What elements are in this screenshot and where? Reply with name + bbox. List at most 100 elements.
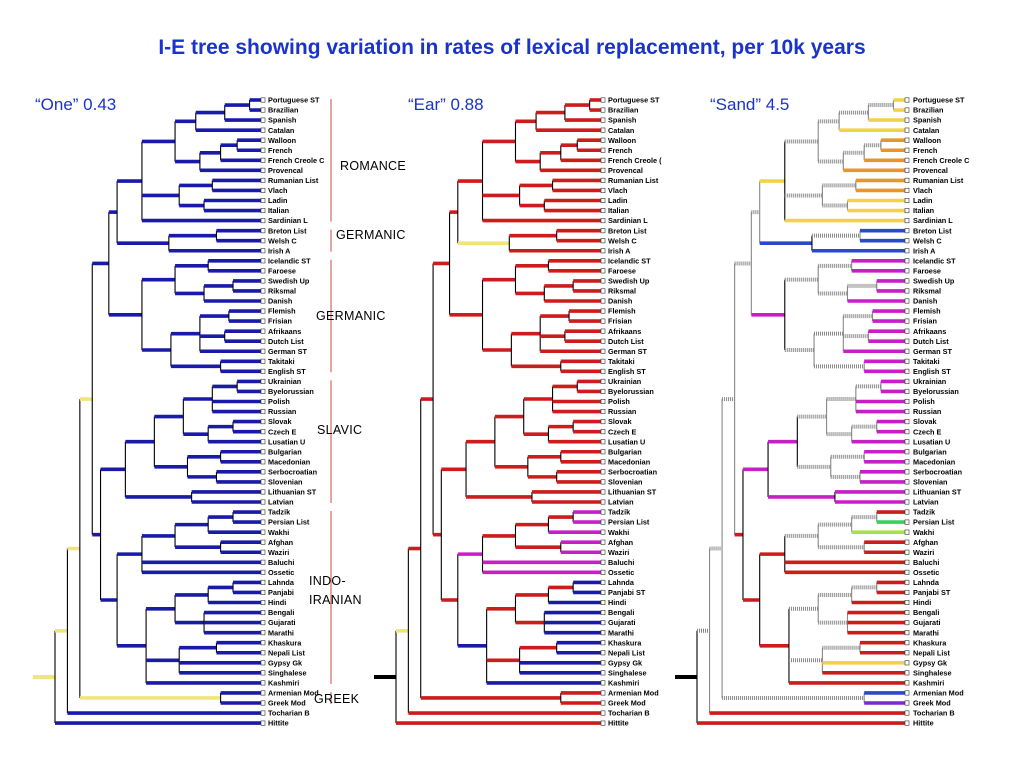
leaf-label: Armenian Mod	[268, 689, 319, 698]
leaf-label: Irish A	[913, 246, 936, 255]
leaf-label: Persian List	[608, 518, 650, 527]
leaf-marker	[600, 429, 606, 435]
leaf-label: Bulgarian	[608, 447, 642, 456]
leaf-label: Byelorussian	[608, 387, 654, 396]
leaf-marker	[904, 549, 910, 555]
leaf-marker	[600, 177, 606, 183]
leaf-label: Brazilian	[268, 106, 298, 115]
leaf-label: Greek Mod	[913, 699, 951, 708]
leaf-marker	[260, 288, 266, 294]
leaf-label: Tocharian B	[608, 709, 650, 718]
leaf-marker	[260, 198, 266, 204]
leaf-marker	[904, 157, 910, 163]
leaf-label: Gypsy Gk	[608, 658, 643, 667]
leaf-label: Serbocroatian	[913, 467, 962, 476]
leaf-label: Bengali	[913, 608, 939, 617]
leaf-label: Tadzik	[913, 508, 936, 517]
group-label-iranian: IRANIAN	[309, 593, 362, 607]
leaf-marker	[600, 529, 606, 535]
leaf-label: Lusatian U	[268, 437, 305, 446]
leaf-label: Ladin	[268, 196, 287, 205]
leaf-marker	[260, 348, 266, 354]
leaf-marker	[600, 167, 606, 173]
leaf-label: Russian	[608, 407, 636, 416]
leaf-marker	[260, 439, 266, 445]
leaf-label: Brazilian	[913, 106, 943, 115]
leaf-marker	[600, 610, 606, 616]
leaf-label: Baluchi	[268, 558, 294, 567]
leaf-marker	[260, 599, 266, 605]
leaf-marker	[600, 509, 606, 515]
leaf-label: Slovenian	[268, 478, 302, 487]
leaf-marker	[260, 660, 266, 666]
leaf-label: Rumanian List	[913, 176, 964, 185]
leaf-marker	[260, 670, 266, 676]
leaf-marker	[904, 690, 910, 696]
leaf-marker	[904, 308, 910, 314]
leaf-label: Hindi	[268, 598, 286, 607]
leaf-label: Macedonian	[913, 457, 955, 466]
leaf-label: Greek Mod	[608, 699, 646, 708]
leaf-marker	[904, 670, 910, 676]
leaf-marker	[600, 670, 606, 676]
leaf-marker	[904, 258, 910, 264]
leaf-marker	[904, 479, 910, 485]
leaf-marker	[904, 208, 910, 214]
leaf-marker	[904, 238, 910, 244]
leaf-marker	[600, 398, 606, 404]
leaf-marker	[904, 398, 910, 404]
leaf-label: Welsh C	[268, 236, 297, 245]
leaf-label: Provencal	[913, 166, 948, 175]
leaf-label: Afghan	[608, 538, 633, 547]
leaf-label: Walloon	[913, 136, 941, 145]
leaf-marker	[260, 700, 266, 706]
leaf-label: Takitaki	[913, 357, 940, 366]
leaf-label: Slovak	[913, 417, 937, 426]
leaf-label: Waziri	[268, 548, 289, 557]
leaf-marker	[600, 630, 606, 636]
leaf-label: French	[608, 146, 632, 155]
leaf-label: Hittite	[913, 719, 934, 728]
leaf-marker	[600, 218, 606, 224]
leaf-label: Lithuanian ST	[913, 488, 962, 497]
leaf-marker	[600, 660, 606, 666]
leaf-label: Lusatian U	[608, 437, 645, 446]
leaf-label: Portuguese ST	[268, 96, 320, 105]
leaf-marker	[600, 147, 606, 153]
leaf-marker	[260, 278, 266, 284]
leaf-label: Breton List	[268, 226, 307, 235]
leaf-label: Slovak	[608, 417, 632, 426]
leaf-marker	[600, 489, 606, 495]
leaf-label: Panjabi ST	[913, 588, 951, 597]
leaf-label: Walloon	[268, 136, 296, 145]
leaf-label: Frisian	[268, 317, 292, 326]
leaf-marker	[600, 288, 606, 294]
leaf-marker	[904, 268, 910, 274]
leaf-label: Italian	[608, 206, 629, 215]
leaf-label: Swedish Up	[268, 277, 310, 286]
leaf-marker	[600, 378, 606, 384]
leaf-marker	[600, 228, 606, 234]
group-label-germanic: GERMANIC	[316, 309, 386, 323]
leaf-label: Czech E	[913, 427, 942, 436]
leaf-label: Faroese	[913, 266, 941, 275]
leaf-marker	[260, 630, 266, 636]
leaf-marker	[600, 539, 606, 545]
leaf-marker	[260, 569, 266, 575]
leaf-marker	[600, 720, 606, 726]
leaf-label: Portuguese ST	[608, 96, 660, 105]
leaf-label: Hindi	[913, 598, 931, 607]
leaf-marker	[904, 177, 910, 183]
leaf-label: Nepali List	[268, 648, 305, 657]
leaf-marker	[904, 378, 910, 384]
leaf-label: Greek Mod	[268, 699, 306, 708]
leaf-marker	[260, 720, 266, 726]
leaf-label: Armenian Mod	[913, 689, 964, 698]
leaf-label: Bengali	[268, 608, 294, 617]
leaf-label: Singhalese	[268, 668, 307, 677]
leaf-marker	[260, 469, 266, 475]
leaf-marker	[260, 479, 266, 485]
leaf-marker	[260, 318, 266, 324]
leaf-label: Polish	[268, 397, 290, 406]
leaf-label: Macedonian	[268, 457, 310, 466]
